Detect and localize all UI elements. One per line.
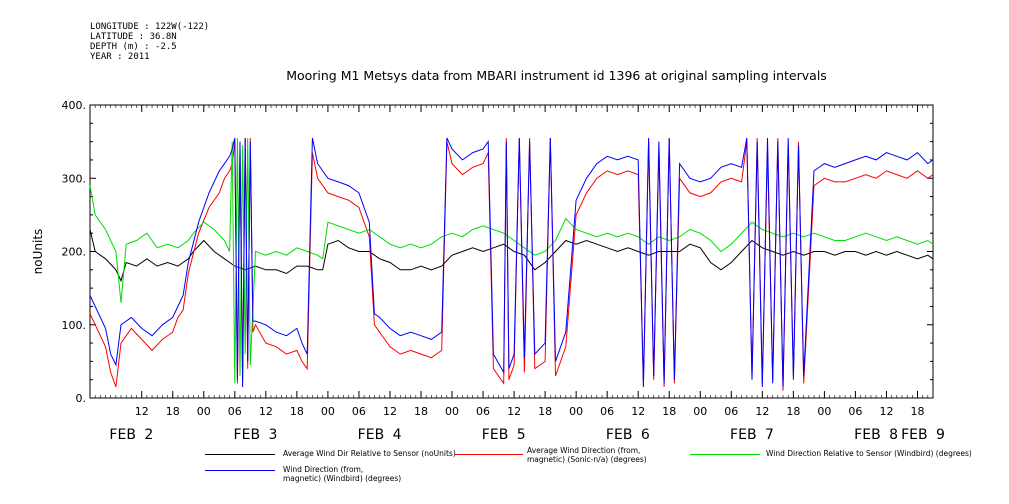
- x-tick-label: 18: [786, 405, 800, 418]
- x-tick-label: 00: [321, 405, 335, 418]
- legend-label-avg-mag: Average Wind Direction (from, magnetic) …: [527, 446, 647, 464]
- longitude-text: LONGITUDE : 122W(-122): [90, 22, 210, 32]
- chart-title: Mooring M1 Metsys data from MBARI instru…: [286, 68, 827, 83]
- x-tick-label: 12: [879, 405, 893, 418]
- x-tick-label: 18: [538, 405, 552, 418]
- x-tick-label: 06: [476, 405, 490, 418]
- y-tick-label: 300.: [62, 172, 87, 185]
- x-tick-label: 18: [414, 405, 428, 418]
- series-line-3: [89, 137, 934, 388]
- year-text: YEAR : 2011: [90, 52, 150, 62]
- x-date-label: FEB 8: [854, 427, 898, 443]
- x-tick-label: 00: [817, 405, 831, 418]
- x-tick-label: 06: [724, 405, 738, 418]
- x-date-label: FEB 2: [109, 427, 153, 443]
- series-line-0: [89, 229, 934, 283]
- x-tick-label: 12: [135, 405, 149, 418]
- y-tick-label: 200.: [62, 246, 87, 259]
- plot-frame: [89, 104, 934, 399]
- x-tick-label: 06: [600, 405, 614, 418]
- legend-label-avg-rel: Average Wind Dir Relative to Sensor (noU…: [283, 449, 456, 458]
- x-tick-label: 18: [662, 405, 676, 418]
- x-tick-label: 06: [352, 405, 366, 418]
- x-tick-label: 12: [631, 405, 645, 418]
- x-tick-label: 00: [197, 405, 211, 418]
- x-tick-label: 12: [507, 405, 521, 418]
- legend-swatch-wb-mag: [205, 470, 275, 471]
- x-tick-label: 12: [259, 405, 273, 418]
- mooring-metadata: LONGITUDE : 122W(-122) LATITUDE : 36.8N …: [90, 22, 209, 62]
- series-line-2: [89, 137, 934, 384]
- legend-label-wb-mag: Wind Direction (from, magnetic) (Windbir…: [283, 465, 402, 483]
- y-axis-label: noUnits: [31, 229, 45, 275]
- x-tick-label: 06: [228, 405, 242, 418]
- x-tick-label: 18: [290, 405, 304, 418]
- x-tick-label: 06: [848, 405, 862, 418]
- legend-swatch-wb-rel: [690, 454, 760, 455]
- depth-text: DEPTH (m) : -2.5: [90, 42, 177, 52]
- y-tick-label: 100.: [62, 319, 87, 332]
- x-date-label: FEB 3: [234, 427, 278, 443]
- x-tick-label: 12: [383, 405, 397, 418]
- x-date-label: FEB 7: [730, 427, 774, 443]
- x-tick-label: 12: [755, 405, 769, 418]
- y-tick-label: 0.: [76, 392, 87, 405]
- x-tick-label: 00: [693, 405, 707, 418]
- y-tick-label: 400.: [62, 99, 87, 112]
- legend-label-wb-rel: Wind Direction Relative to Sensor (Windb…: [766, 449, 972, 458]
- x-date-label: FEB 5: [482, 427, 526, 443]
- x-tick-label: 18: [910, 405, 924, 418]
- legend-swatch-avg-mag: [455, 454, 523, 455]
- x-date-label: FEB 6: [606, 427, 650, 443]
- x-tick-label: 18: [166, 405, 180, 418]
- x-date-label: FEB 9: [901, 427, 945, 443]
- x-date-label: FEB 4: [358, 427, 402, 443]
- legend-swatch-avg-rel: [205, 454, 275, 455]
- x-tick-label: 00: [569, 405, 583, 418]
- x-tick-label: 00: [445, 405, 459, 418]
- latitude-text: LATITUDE : 36.8N: [90, 32, 177, 42]
